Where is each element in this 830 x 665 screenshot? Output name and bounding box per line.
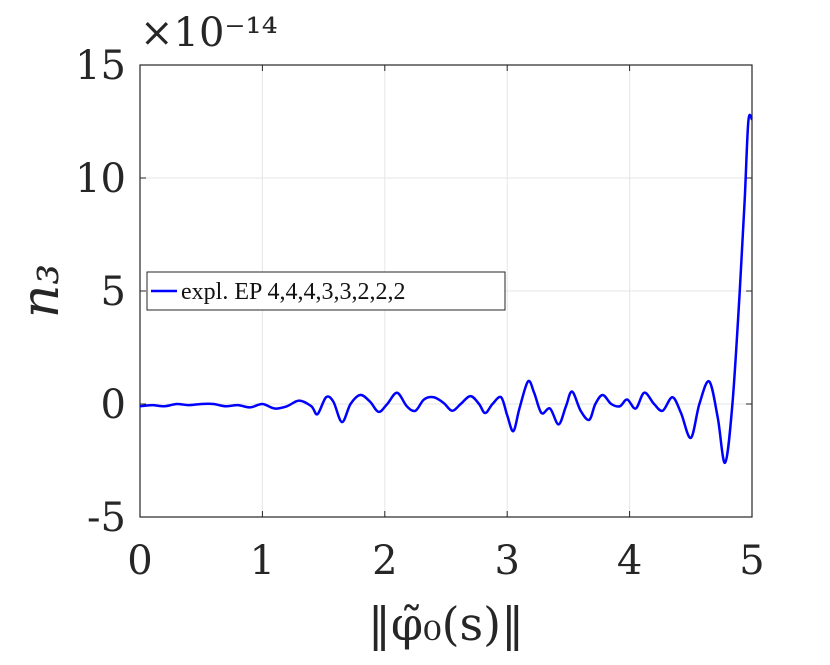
x-tick-label: 4 xyxy=(617,538,642,584)
x-tick-label: 1 xyxy=(250,538,275,584)
x-tick-label: 2 xyxy=(372,538,397,584)
x-tick-labels: 0 1 2 3 4 5 xyxy=(127,538,764,584)
y-tick-labels: -5 0 5 10 15 xyxy=(75,43,126,541)
series-line xyxy=(139,113,754,465)
x-axis-label: ‖φ̃₀(s)‖ xyxy=(368,597,524,651)
x-tick-label: 0 xyxy=(127,538,152,584)
series-layer xyxy=(139,113,754,465)
tick-marks xyxy=(139,64,753,518)
legend-label: expl. EP 4,4,4,3,3,2,2,2 xyxy=(181,279,405,305)
y-tick-label: -5 xyxy=(87,495,126,541)
y-tick-label: 10 xyxy=(75,156,126,202)
y-axis-label: n₃ xyxy=(11,264,71,318)
y-tick-label: 15 xyxy=(75,43,126,89)
y-scale-exponent: ×10⁻¹⁴ xyxy=(140,10,278,56)
x-tick-label: 3 xyxy=(494,538,519,584)
legend-box xyxy=(146,271,506,311)
legend: expl. EP 4,4,4,3,3,2,2,2 xyxy=(146,271,506,311)
x-tick-label: 5 xyxy=(739,538,764,584)
y-tick-label: 0 xyxy=(101,382,126,428)
y-tick-label: 5 xyxy=(101,269,126,315)
